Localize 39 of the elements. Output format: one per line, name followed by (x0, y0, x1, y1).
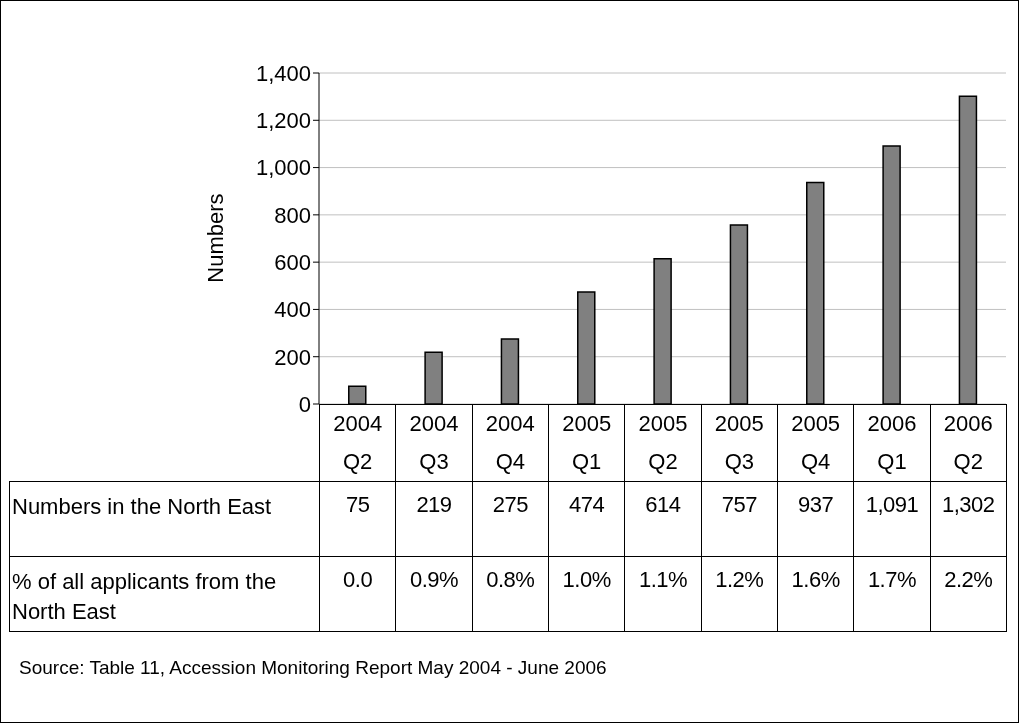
x-tick-label: 2004 Q2 (320, 405, 396, 481)
text: 1.2% (715, 567, 764, 592)
text: Numbers in the North East (9, 481, 320, 557)
y-tick-label: 1,200 (255, 108, 311, 134)
text: 1.0% (562, 567, 611, 592)
x-tick-label: 2005 Q2 (625, 405, 701, 481)
data-label: 219 (395, 481, 473, 557)
x-tick-label: 2005 Q4 (777, 405, 854, 481)
data-label: 474 (548, 481, 625, 557)
y-tick-label: 600 (274, 249, 311, 275)
x-tick-label: 2004 Q3 (396, 405, 472, 481)
y-tick-label: 400 (274, 297, 311, 323)
text: 2.2% (944, 567, 993, 592)
y-tick-label: 1,000 (255, 155, 311, 181)
text: 1.7% (867, 567, 917, 592)
text: 1.1% (638, 567, 688, 592)
text: 0.8% (486, 567, 535, 592)
y-tick-label: 800 (274, 202, 311, 228)
y-axis-title: Numbers (203, 193, 229, 283)
x-tick-label: 2006 Q2 (930, 405, 1006, 481)
text: % of all applicants from the North East (9, 556, 320, 632)
text: 0.9% (409, 567, 459, 592)
y-tick-label: 200 (274, 344, 311, 370)
x-tick-label: 2005 Q3 (701, 405, 777, 481)
x-tick-label: 2005 Q1 (548, 405, 625, 481)
text: 0.0 (343, 567, 373, 592)
y-tick-label: 0 (298, 391, 311, 417)
x-tick-label: 2006 Q1 (854, 405, 930, 481)
y-tick-label: 1,400 (255, 60, 311, 86)
text: 1.6% (791, 567, 840, 592)
data-label: 75 (319, 481, 396, 557)
x-tick-label: 2004 Q4 (472, 405, 548, 481)
data-label: 614 (624, 481, 702, 557)
data-label: 1,091 (853, 481, 931, 557)
data-label: 275 (472, 481, 549, 557)
data-label: 757 (701, 481, 778, 557)
source-note: Source: Table 11, Accession Monitoring Report May 2004 - June 2006 (19, 657, 607, 679)
data-label: 1,302 (930, 481, 1007, 557)
data-label: 937 (777, 481, 854, 557)
